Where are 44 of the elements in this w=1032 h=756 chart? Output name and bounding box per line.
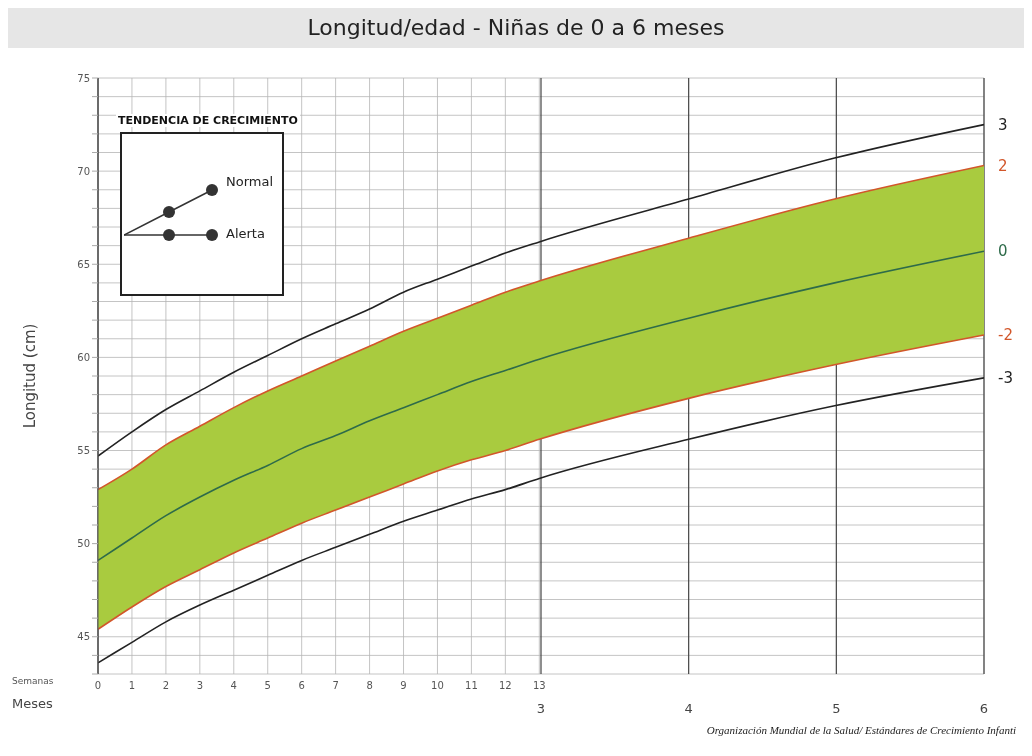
x-tick-label: 10 <box>431 680 444 692</box>
chart-title: Longitud/edad - Niñas de 0 a 6 meses <box>8 8 1024 48</box>
x-tick-label: 5 <box>264 680 271 692</box>
x-tick-label: 2 <box>162 680 170 692</box>
y-tick-label: 55 <box>77 445 90 457</box>
x2-axis-title: Meses <box>12 696 53 711</box>
x-tick-label: 9 <box>400 680 407 692</box>
annotation: TENDENCIA DE CRECIMIENTO <box>116 114 300 127</box>
y-tick-label: 65 <box>77 258 90 270</box>
x-tick-label: 12 <box>498 680 512 692</box>
x2-tick-label: 6 <box>979 701 989 717</box>
x-tick-label: 1 <box>128 680 136 692</box>
line-series <box>98 377 984 664</box>
x-tick-label: 3 <box>196 680 204 692</box>
series-label: -3 <box>998 368 1013 387</box>
annotation: Alerta <box>226 226 265 241</box>
x-tick-label: 0 <box>94 680 102 692</box>
series-label: 3 <box>998 115 1008 134</box>
series-label: 2 <box>998 156 1008 175</box>
x2-tick-label: 5 <box>832 701 841 717</box>
x2-tick-label: 4 <box>684 701 693 717</box>
y-axis-title: Longitud (cm) <box>21 323 40 429</box>
x-tick-label: 11 <box>465 680 478 692</box>
y-tick-label: 70 <box>77 165 90 177</box>
line-series <box>98 250 984 562</box>
x-tick-label: 6 <box>298 680 305 692</box>
line-series <box>98 334 984 631</box>
series-label: -2 <box>998 326 1013 345</box>
y-tick-label: 45 <box>77 631 90 643</box>
x-tick-label: 8 <box>366 680 373 692</box>
diagram-box: Normal Alerta <box>120 132 284 296</box>
y-tick-label: 50 <box>77 538 90 550</box>
line-series <box>98 164 984 491</box>
text: Organización Mundial de la Salud/ Estándares de Crecimiento Infanti <box>706 724 1016 736</box>
x-tick-label: 4 <box>230 680 237 692</box>
y-tick-label: 60 <box>77 351 90 363</box>
x-tick-label: 7 <box>332 680 339 692</box>
y-tick-label: 75 <box>77 72 90 84</box>
x-tick-label: 13 <box>532 680 546 692</box>
annotation: Normal <box>226 174 274 189</box>
series-label: 0 <box>998 242 1008 261</box>
x2-tick-label: 3 <box>536 701 546 717</box>
line-series <box>98 123 984 457</box>
x-axis-title: Semanas <box>12 676 54 686</box>
